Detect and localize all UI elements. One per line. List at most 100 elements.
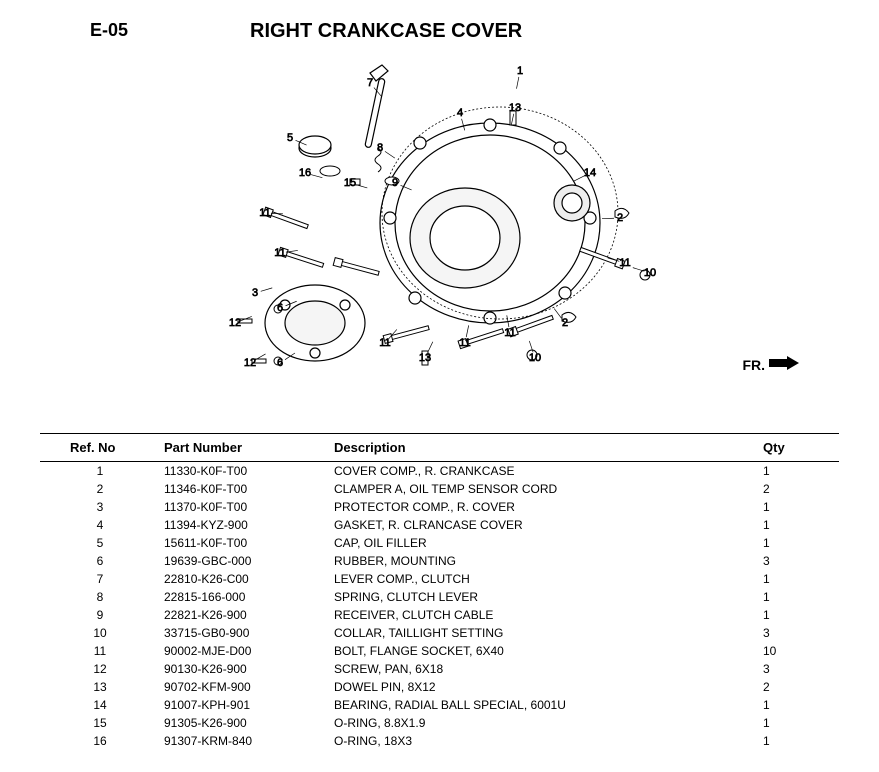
- cell-qty: 1: [759, 696, 839, 714]
- cell-qty: 1: [759, 570, 839, 588]
- cell-ref: 14: [40, 696, 160, 714]
- cell-part: 11330-K0F-T00: [160, 462, 330, 481]
- cell-desc: BOLT, FLANGE SOCKET, 6X40: [330, 642, 759, 660]
- cell-desc: O-RING, 18X3: [330, 732, 759, 750]
- cell-part: 91007-KPH-901: [160, 696, 330, 714]
- callout-number: 6: [276, 302, 282, 314]
- col-part-header: Part Number: [160, 434, 330, 462]
- callout-number: 10: [528, 352, 540, 364]
- cell-ref: 11: [40, 642, 160, 660]
- col-desc-header: Description: [330, 434, 759, 462]
- cell-ref: 15: [40, 714, 160, 732]
- callout-number: 11: [459, 337, 470, 349]
- cell-ref: 4: [40, 516, 160, 534]
- callout-number: 9: [391, 177, 397, 189]
- arrow-right-icon: [769, 356, 799, 373]
- table-row: 311370-K0F-T00PROTECTOR COMP., R. COVER1: [40, 498, 839, 516]
- fr-text: FR.: [742, 357, 765, 373]
- cell-qty: 1: [759, 714, 839, 732]
- cell-qty: 3: [759, 552, 839, 570]
- col-qty-header: Qty: [759, 434, 839, 462]
- callout-number: 3: [251, 287, 257, 299]
- cell-desc: CAP, OIL FILLER: [330, 534, 759, 552]
- table-row: 1033715-GB0-900COLLAR, TAILLIGHT SETTING…: [40, 624, 839, 642]
- cell-desc: RUBBER, MOUNTING: [330, 552, 759, 570]
- cell-desc: LEVER COMP., CLUTCH: [330, 570, 759, 588]
- table-row: 1390702-KFM-900DOWEL PIN, 8X122: [40, 678, 839, 696]
- cell-ref: 5: [40, 534, 160, 552]
- table-row: 1591305-K26-900O-RING, 8.8X1.91: [40, 714, 839, 732]
- cell-qty: 1: [759, 462, 839, 481]
- cell-desc: COVER COMP., R. CRANKCASE: [330, 462, 759, 481]
- cell-desc: CLAMPER A, OIL TEMP SENSOR CORD: [330, 480, 759, 498]
- cell-qty: 3: [759, 660, 839, 678]
- cell-part: 11346-K0F-T00: [160, 480, 330, 498]
- table-row: 1290130-K26-900SCREW, PAN, 6X183: [40, 660, 839, 678]
- section-code: E-05: [40, 20, 180, 41]
- cell-qty: 1: [759, 498, 839, 516]
- cell-ref: 12: [40, 660, 160, 678]
- cell-part: 11394-KYZ-900: [160, 516, 330, 534]
- cell-ref: 10: [40, 624, 160, 642]
- table-body: 111330-K0F-T00COVER COMP., R. CRANKCASE1…: [40, 462, 839, 751]
- cell-desc: SPRING, CLUTCH LEVER: [330, 588, 759, 606]
- cell-qty: 10: [759, 642, 839, 660]
- callout-number: 1: [516, 65, 522, 77]
- callout-number: 16: [298, 167, 310, 179]
- cell-desc: GASKET, R. CLRANCASE COVER: [330, 516, 759, 534]
- cell-part: 90002-MJE-D00: [160, 642, 330, 660]
- table-row: 211346-K0F-T00CLAMPER A, OIL TEMP SENSOR…: [40, 480, 839, 498]
- callout-number: 11: [504, 327, 515, 339]
- table-row: 922821-K26-900RECEIVER, CLUTCH CABLE1: [40, 606, 839, 624]
- callout-number: 8: [376, 142, 382, 154]
- cell-part: 11370-K0F-T00: [160, 498, 330, 516]
- callout-number: 11: [619, 257, 630, 269]
- callout-number: 2: [561, 317, 567, 329]
- callout-number: 11: [259, 207, 270, 219]
- callout-number: 12: [243, 357, 255, 369]
- callout-number: 7: [366, 77, 372, 89]
- cell-desc: COLLAR, TAILLIGHT SETTING: [330, 624, 759, 642]
- callout-number: 14: [583, 167, 595, 179]
- cell-part: 33715-GB0-900: [160, 624, 330, 642]
- cell-desc: RECEIVER, CLUTCH CABLE: [330, 606, 759, 624]
- cell-qty: 2: [759, 678, 839, 696]
- callout-number: 10: [643, 267, 655, 279]
- cell-ref: 9: [40, 606, 160, 624]
- parts-table: Ref. No Part Number Description Qty 1113…: [40, 433, 839, 750]
- cell-qty: 1: [759, 516, 839, 534]
- exploded-diagram: 1741358161591411211111036121111112126131…: [40, 53, 839, 413]
- cell-part: 91307-KRM-840: [160, 732, 330, 750]
- cell-ref: 3: [40, 498, 160, 516]
- fr-direction-label: FR.: [742, 356, 799, 373]
- table-row: 722810-K26-C00LEVER COMP., CLUTCH1: [40, 570, 839, 588]
- cell-part: 22815-166-000: [160, 588, 330, 606]
- callout-number: 5: [286, 132, 292, 144]
- callout-number: 11: [379, 337, 390, 349]
- cell-qty: 1: [759, 606, 839, 624]
- table-row: 822815-166-000SPRING, CLUTCH LEVER1: [40, 588, 839, 606]
- cell-part: 90130-K26-900: [160, 660, 330, 678]
- cell-part: 90702-KFM-900: [160, 678, 330, 696]
- callout-number: 4: [456, 107, 462, 119]
- cell-ref: 16: [40, 732, 160, 750]
- callout-number: 2: [616, 212, 622, 224]
- table-row: 1691307-KRM-840O-RING, 18X31: [40, 732, 839, 750]
- cell-desc: DOWEL PIN, 8X12: [330, 678, 759, 696]
- cell-part: 22810-K26-C00: [160, 570, 330, 588]
- cell-ref: 6: [40, 552, 160, 570]
- cell-ref: 7: [40, 570, 160, 588]
- table-row: 111330-K0F-T00COVER COMP., R. CRANKCASE1: [40, 462, 839, 481]
- cell-desc: BEARING, RADIAL BALL SPECIAL, 6001U: [330, 696, 759, 714]
- callout-number: 15: [343, 177, 355, 189]
- table-row: 411394-KYZ-900GASKET, R. CLRANCASE COVER…: [40, 516, 839, 534]
- cell-qty: 3: [759, 624, 839, 642]
- cell-desc: PROTECTOR COMP., R. COVER: [330, 498, 759, 516]
- callout-number: 6: [276, 357, 282, 369]
- cell-part: 15611-K0F-T00: [160, 534, 330, 552]
- table-row: 1190002-MJE-D00BOLT, FLANGE SOCKET, 6X40…: [40, 642, 839, 660]
- cell-ref: 2: [40, 480, 160, 498]
- cell-part: 19639-GBC-000: [160, 552, 330, 570]
- cell-qty: 1: [759, 732, 839, 750]
- page-header: E-05 RIGHT CRANKCASE COVER: [40, 20, 839, 43]
